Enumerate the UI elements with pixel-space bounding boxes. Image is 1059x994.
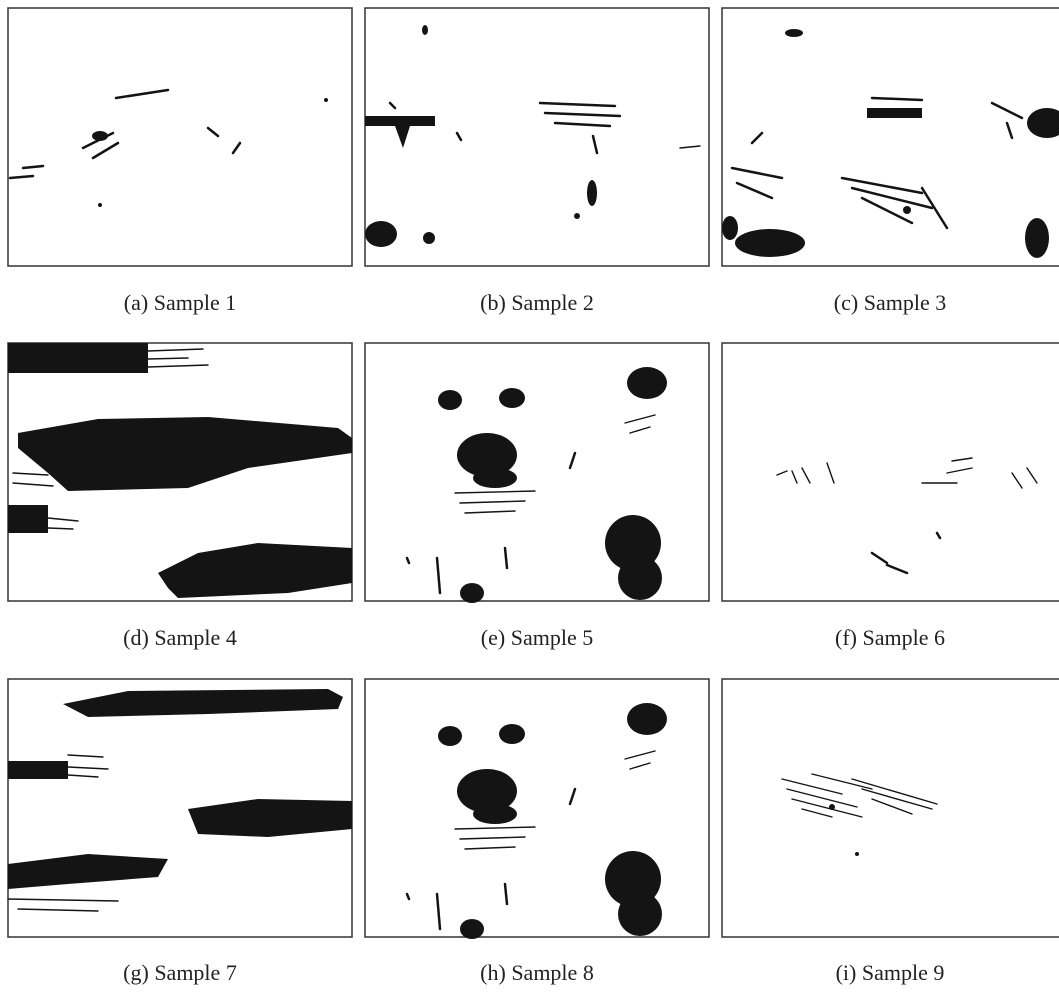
caption: (c) Sample 3 xyxy=(834,290,946,315)
caption: (d) Sample 4 xyxy=(123,625,237,650)
panel-9 xyxy=(722,679,1059,937)
panel-8 xyxy=(365,679,709,939)
panel-2 xyxy=(365,8,709,266)
panel-3 xyxy=(722,8,1059,266)
page: {"panels": [ {"caption": "(a) Sample 1"}… xyxy=(0,0,1059,994)
panel-6 xyxy=(722,343,1059,601)
caption: (g) Sample 7 xyxy=(123,960,237,985)
caption: (i) Sample 9 xyxy=(836,960,945,985)
figure: (a) Sample 1 (b) Sample 2 (c) Sample 3 (… xyxy=(0,0,1059,994)
panel-4 xyxy=(8,343,352,601)
caption: (a) Sample 1 xyxy=(124,290,236,315)
panel-1 xyxy=(8,8,352,266)
panel-5 xyxy=(365,343,709,603)
caption: (h) Sample 8 xyxy=(480,960,594,985)
caption: (f) Sample 6 xyxy=(835,625,945,650)
caption: (e) Sample 5 xyxy=(481,625,593,650)
panel-7 xyxy=(8,679,352,937)
caption: (b) Sample 2 xyxy=(480,290,594,315)
